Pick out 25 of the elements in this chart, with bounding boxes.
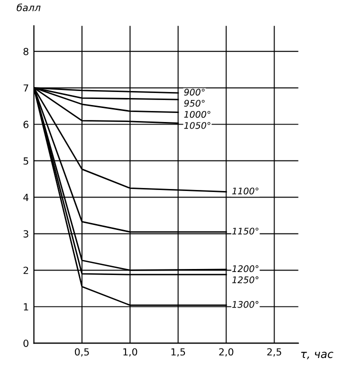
series-label: 1100° bbox=[232, 188, 258, 194]
series-label: 950° bbox=[184, 100, 205, 107]
y-tick-label: 3 bbox=[24, 230, 28, 238]
y-tick-label: 6 bbox=[24, 120, 28, 128]
x-tick-label: 1,0 bbox=[123, 348, 138, 357]
y-axis-title: балл bbox=[16, 4, 41, 12]
series-label: 1200° bbox=[232, 265, 258, 272]
y-tick-label: 5 bbox=[24, 157, 28, 165]
x-axis-title: τ, час bbox=[301, 352, 334, 360]
series-label: 900° bbox=[184, 88, 205, 96]
series-label: 1050° bbox=[184, 122, 210, 129]
y-tick-label: 8 bbox=[24, 48, 28, 56]
y-tick-label: 1 bbox=[24, 303, 28, 310]
y-tick-label: 7 bbox=[24, 84, 28, 92]
series-label: 1300° bbox=[232, 301, 258, 308]
series-label: 1150° bbox=[232, 228, 258, 235]
x-tick-label: 2,5 bbox=[267, 348, 282, 357]
y-tick-label: 0 bbox=[23, 340, 28, 347]
y-tick-label: 4 bbox=[23, 194, 28, 201]
x-tick-label: 0,5 bbox=[74, 348, 89, 357]
x-tick-label: 2,0 bbox=[219, 348, 234, 357]
series-label: 1250° bbox=[232, 276, 258, 284]
x-tick-label: 1,5 bbox=[171, 348, 186, 357]
y-tick-label: 2 bbox=[24, 266, 28, 274]
series-label: 1000° bbox=[184, 110, 210, 118]
